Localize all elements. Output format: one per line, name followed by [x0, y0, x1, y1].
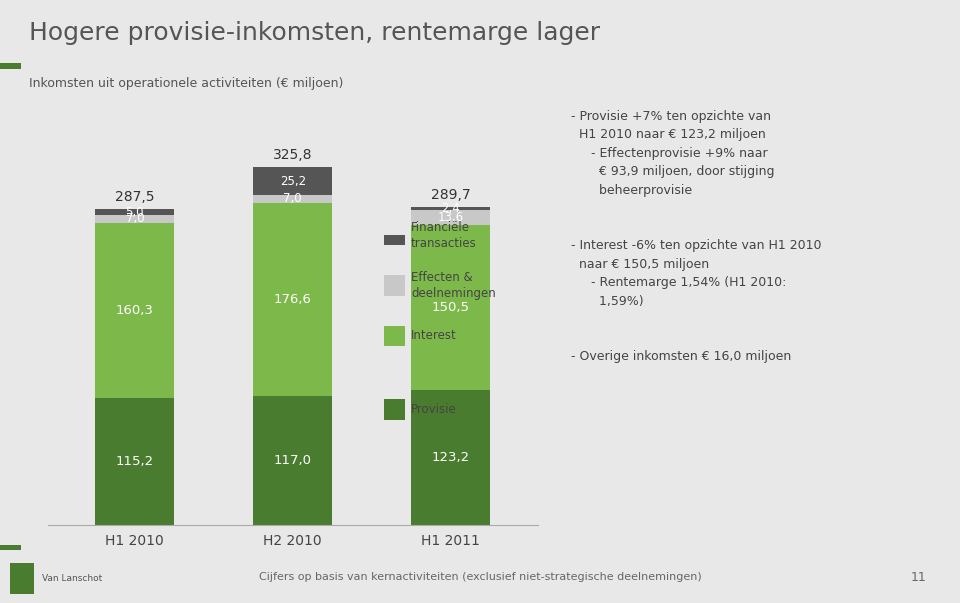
Bar [95, 215, 175, 223]
Text: 115,2: 115,2 [116, 455, 154, 468]
Text: 25,2: 25,2 [279, 175, 306, 188]
Text: 289,7: 289,7 [431, 188, 470, 201]
Bar [384, 225, 404, 245]
Text: 176,6: 176,6 [274, 293, 312, 306]
Bar [95, 223, 175, 399]
Bar [411, 210, 491, 224]
Text: Van Lanschot: Van Lanschot [42, 574, 103, 583]
Bar [10, 563, 34, 595]
Text: - Provisie +7% ten opzichte van
  H1 2010 naar € 123,2 miljoen
     - Effectenpr: - Provisie +7% ten opzichte van H1 2010 … [571, 110, 822, 363]
Text: 5,0: 5,0 [126, 206, 144, 219]
Text: 2,4: 2,4 [442, 202, 460, 215]
Text: Hogere provisie-inkomsten, rentemarge lager: Hogere provisie-inkomsten, rentemarge la… [29, 21, 600, 45]
Bar [384, 326, 404, 346]
Bar [411, 390, 491, 525]
Text: 7,0: 7,0 [283, 192, 302, 206]
Bar [95, 209, 175, 215]
Text: Inkomsten uit operationele activiteiten (€ miljoen): Inkomsten uit operationele activiteiten … [29, 77, 343, 90]
Bar [95, 399, 175, 525]
Bar [253, 396, 332, 525]
Text: Effecten &
deelnemingen: Effecten & deelnemingen [411, 271, 495, 300]
Bar [0, 545, 21, 550]
Bar [411, 224, 491, 390]
Text: 325,8: 325,8 [273, 148, 313, 162]
Text: Financiële
transacties: Financiële transacties [411, 221, 477, 250]
Bar [384, 275, 404, 296]
Bar [384, 399, 404, 420]
Text: 7,0: 7,0 [126, 212, 144, 226]
Text: 13,6: 13,6 [438, 210, 464, 224]
Text: Provisie: Provisie [411, 403, 457, 416]
Bar [0, 63, 21, 69]
Text: 123,2: 123,2 [432, 450, 469, 464]
Text: Interest: Interest [411, 329, 457, 343]
Text: 11: 11 [911, 570, 926, 584]
Bar [411, 207, 491, 210]
Text: 160,3: 160,3 [116, 304, 154, 317]
Bar [253, 195, 332, 203]
Text: 287,5: 287,5 [115, 190, 155, 204]
Text: Cijfers op basis van kernactiviteiten (exclusief niet-strategische deelnemingen): Cijfers op basis van kernactiviteiten (e… [258, 572, 702, 582]
Text: 150,5: 150,5 [432, 300, 469, 314]
Bar [253, 168, 332, 195]
Bar [253, 203, 332, 396]
Text: 117,0: 117,0 [274, 454, 312, 467]
